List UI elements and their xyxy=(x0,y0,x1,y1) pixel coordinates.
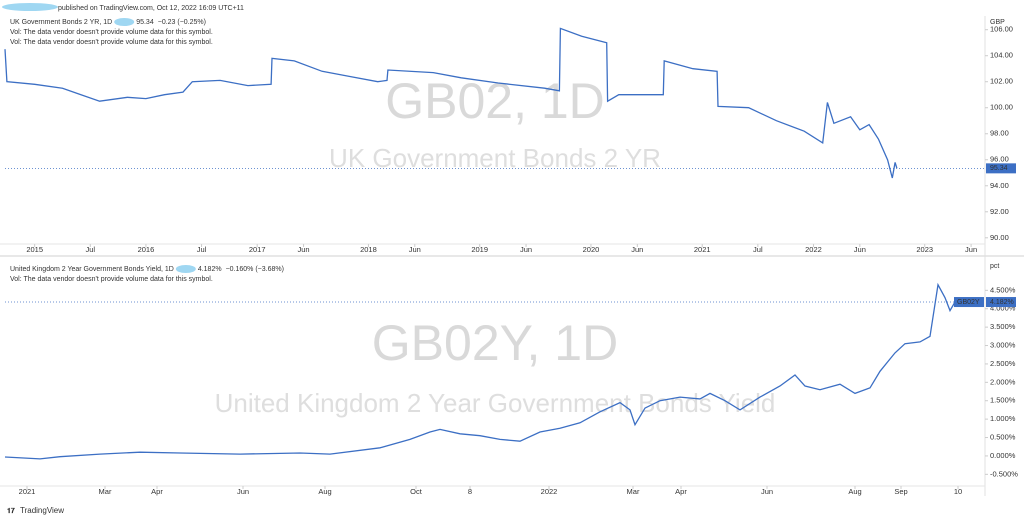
header-change: −0.160% (−3.68%) xyxy=(226,266,284,273)
blurred-field xyxy=(114,18,135,26)
x-tick-label: Aug xyxy=(848,487,861,496)
y-tick-label: 96.00 xyxy=(990,155,1009,164)
watermark-name: United Kingdom 2 Year Government Bonds Y… xyxy=(215,388,776,418)
y-tick-label: 2.500% xyxy=(990,359,1016,368)
x-tick-label: 2021 xyxy=(19,487,36,496)
x-tick-label: 8 xyxy=(468,487,472,496)
y-tick-label: 3.500% xyxy=(990,322,1016,331)
brand: TradingView xyxy=(20,506,64,515)
x-tick-label: 2022 xyxy=(805,245,822,254)
y-tick-label: 90.00 xyxy=(990,233,1009,242)
blurred-field xyxy=(175,265,196,273)
watermark-symbol: GB02, 1D xyxy=(385,73,605,129)
y-tick-label: 0.500% xyxy=(990,433,1016,442)
y-tick-label: -0.500% xyxy=(990,469,1018,478)
symbol-label: GB02Y xyxy=(957,299,980,306)
series-title: UK Government Bonds 2 YR, 1D xyxy=(10,19,112,26)
header-price: 95.34 xyxy=(136,19,154,26)
watermark-name: UK Government Bonds 2 YR xyxy=(329,143,661,173)
x-tick-label: Aug xyxy=(318,487,331,496)
x-tick-label: Jun xyxy=(409,245,421,254)
x-tick-label: 2023 xyxy=(916,245,933,254)
x-tick-label: Jul xyxy=(197,245,207,254)
symbol-badge xyxy=(954,297,984,308)
series-title: United Kingdom 2 Year Government Bonds Y… xyxy=(10,266,174,273)
x-tick-label: 10 xyxy=(954,487,962,496)
y-tick-label: 1.000% xyxy=(990,414,1016,423)
y-tick-label: 106.00 xyxy=(990,25,1013,34)
header-change: −0.23 (−0.25%) xyxy=(158,19,206,26)
y-tick-label: 2.000% xyxy=(990,377,1016,386)
x-tick-label: Jun xyxy=(237,487,249,496)
x-tick-label: Apr xyxy=(675,487,687,496)
x-tick-label: Mar xyxy=(627,487,640,496)
y-tick-label: 1.500% xyxy=(990,396,1016,405)
y-tick-label: 94.00 xyxy=(990,181,1009,190)
x-tick-label: Jun xyxy=(965,245,977,254)
y-tick-label: 3.000% xyxy=(990,341,1016,350)
y-tick-label: 100.00 xyxy=(990,103,1013,112)
x-tick-label: 2019 xyxy=(471,245,488,254)
y-tick-label: 4.500% xyxy=(990,285,1016,294)
x-tick-label: 2022 xyxy=(541,487,558,496)
x-tick-label: Mar xyxy=(99,487,112,496)
blurred-author xyxy=(2,3,58,11)
watermark-symbol: GB02Y, 1D xyxy=(372,315,618,371)
y-tick-label: 0.000% xyxy=(990,451,1016,460)
header-price: 4.182% xyxy=(198,266,222,273)
x-tick-label: Jun xyxy=(761,487,773,496)
x-tick-label: 2018 xyxy=(360,245,377,254)
y-tick-label: 102.00 xyxy=(990,77,1013,86)
x-tick-label: 2016 xyxy=(138,245,155,254)
x-tick-label: Jun xyxy=(631,245,643,254)
y-tick-label: 104.00 xyxy=(990,51,1013,60)
x-tick-label: Apr xyxy=(151,487,163,496)
last-value-badge xyxy=(986,297,1016,308)
price-unit: GBP xyxy=(990,19,1005,26)
last-value-badge xyxy=(986,163,1016,174)
y-tick-label: 4.000% xyxy=(990,304,1016,313)
x-tick-label: Jun xyxy=(520,245,532,254)
x-tick-label: Sep xyxy=(894,487,907,496)
x-tick-label: Jun xyxy=(854,245,866,254)
x-tick-label: Jun xyxy=(297,245,309,254)
volume-note: Vol: The data vendor doesn't provide vol… xyxy=(10,29,213,36)
price-line xyxy=(4,282,956,460)
volume-note: Vol: The data vendor doesn't provide vol… xyxy=(10,276,213,283)
last-value-label: 95.34 xyxy=(990,165,1008,172)
x-tick-label: 2017 xyxy=(249,245,266,254)
x-tick-label: Jul xyxy=(753,245,763,254)
price-unit: pct xyxy=(990,263,999,270)
x-tick-label: 2021 xyxy=(694,245,711,254)
x-tick-label: 2020 xyxy=(583,245,600,254)
x-tick-label: 2015 xyxy=(26,245,43,254)
last-value-label: 4.182% xyxy=(990,299,1014,306)
x-tick-label: Jul xyxy=(86,245,96,254)
y-tick-label: 92.00 xyxy=(990,207,1009,216)
volume-note: Vol: The data vendor doesn't provide vol… xyxy=(10,39,213,46)
y-tick-label: 98.00 xyxy=(990,129,1009,138)
publish-note: published on TradingView.com, Oct 12, 20… xyxy=(58,5,244,12)
x-tick-label: Oct xyxy=(410,487,423,496)
logo-mark: 𝟏𝟕 xyxy=(7,507,15,515)
price-line xyxy=(4,27,898,179)
